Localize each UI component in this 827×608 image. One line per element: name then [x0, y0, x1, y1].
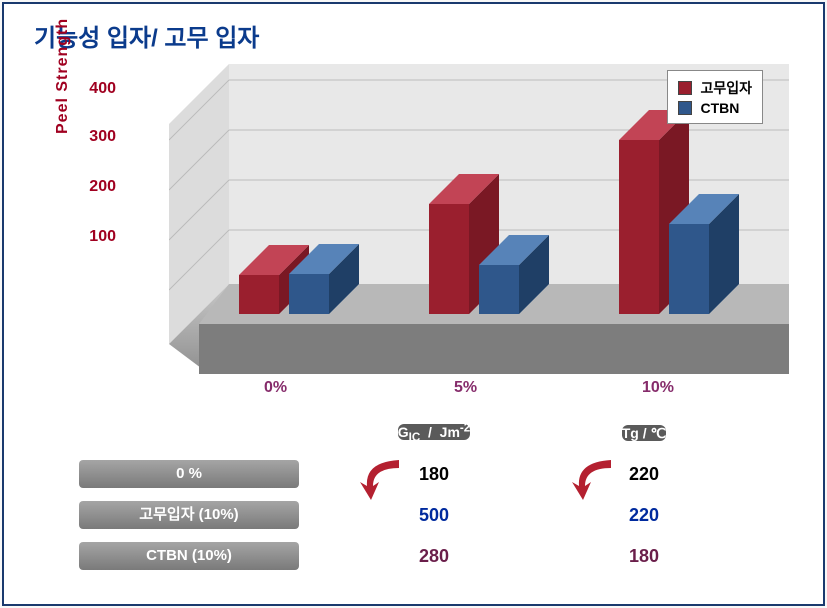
row-label: CTBN (10%)	[79, 542, 299, 570]
row-label: 0 %	[79, 460, 299, 488]
table-row: 고무입자 (10%) 500 220	[79, 496, 769, 534]
category-label: 10%	[642, 379, 674, 397]
cell-gic: 180	[329, 464, 539, 485]
chart-legend: 고무입자 CTBN	[667, 70, 763, 124]
col-header-gic: GIC / Jm-2	[398, 424, 471, 440]
col-header-tg: Tg / ℃	[622, 425, 667, 441]
legend-label: CTBN	[700, 100, 739, 116]
table-row: 0 % 180 220	[79, 455, 769, 493]
cell-tg: 220	[539, 505, 749, 526]
category-label: 0%	[264, 379, 287, 397]
col-header-cell: GIC / Jm-2	[329, 415, 539, 450]
legend-swatch	[678, 101, 692, 115]
cell-gic: 500	[329, 505, 539, 526]
chart-area	[64, 64, 764, 404]
legend-swatch	[678, 81, 692, 95]
table-row: CTBN (10%) 280 180	[79, 537, 769, 575]
data-table: GIC / Jm-2 Tg / ℃ 0 % 180 220 고무입자 (10%)…	[79, 414, 769, 578]
slide-frame: 기능성 입자/ 고무 입자 Peel Strength 100 200 300 …	[2, 2, 825, 606]
cell-tg: 220	[539, 464, 749, 485]
legend-item: 고무입자	[678, 78, 752, 98]
col-header-cell: Tg / ℃	[539, 420, 749, 446]
legend-item: CTBN	[678, 100, 752, 116]
row-label: 고무입자 (10%)	[79, 501, 299, 529]
legend-label: 고무입자	[700, 78, 752, 98]
cell-gic: 280	[329, 546, 539, 567]
table-header-row: GIC / Jm-2 Tg / ℃	[79, 414, 769, 452]
cell-tg: 180	[539, 546, 749, 567]
category-label: 5%	[454, 379, 477, 397]
